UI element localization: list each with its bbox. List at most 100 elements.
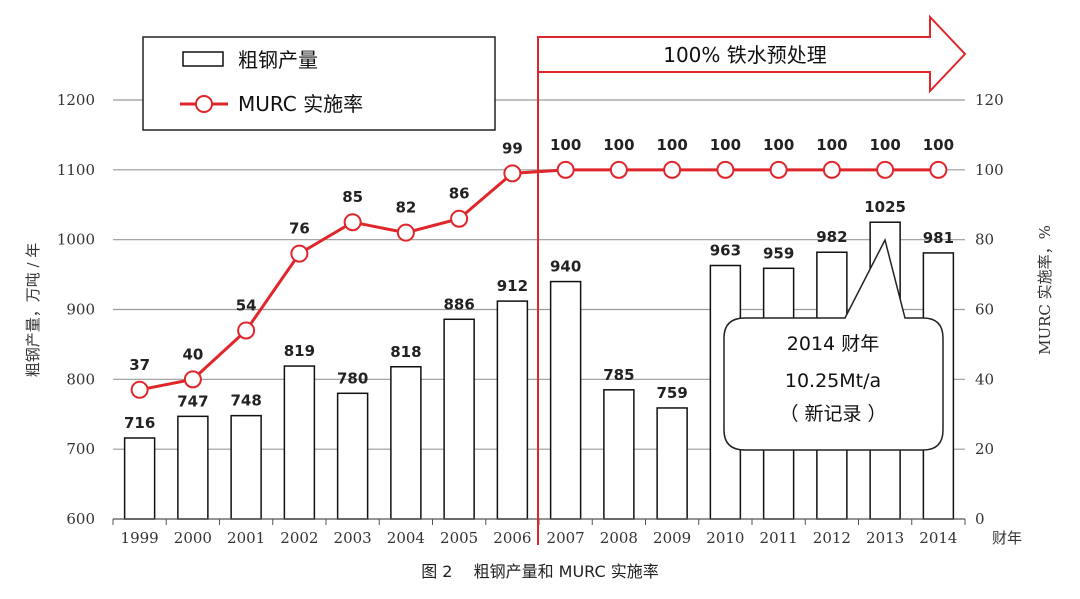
rate-value-label: 76 (289, 220, 310, 238)
bar-value-label: 780 (337, 369, 368, 387)
rate-point (716, 160, 735, 179)
legend: 粗钢产量 MURC 实施率 (142, 36, 496, 131)
bar-value-label: 819 (284, 342, 315, 360)
rate-value-label: 100 (816, 136, 847, 154)
bar-value-label: 940 (550, 258, 581, 276)
bar (390, 366, 422, 520)
rate-point (769, 160, 788, 179)
y-right-tick-label: 100 (975, 161, 1004, 179)
bar-value-label: 759 (656, 384, 687, 402)
arrow-shape (537, 14, 967, 94)
rate-point (237, 321, 256, 340)
x-tick-label: 2002 (280, 529, 318, 547)
pretreatment-arrow: 100% 铁水预处理 (537, 14, 967, 94)
y-left-tick-label: 600 (66, 510, 95, 528)
rate-point (396, 223, 415, 242)
rate-point (450, 209, 469, 228)
x-tick-label: 1999 (121, 529, 159, 547)
figure-caption: 图 2 粗钢产量和 MURC 实施率 (421, 562, 659, 581)
rate-value-label: 86 (449, 185, 470, 203)
bar (656, 407, 688, 520)
rate-value-label: 40 (182, 345, 203, 363)
rate-point (609, 160, 628, 179)
bar-value-label: 963 (710, 242, 741, 260)
legend-line-marker (195, 95, 213, 113)
rate-point (503, 164, 522, 183)
rate-point (183, 370, 202, 389)
rate-point (929, 160, 948, 179)
bar-value-label: 981 (923, 229, 954, 247)
rate-point (290, 244, 309, 263)
bar (177, 415, 209, 520)
x-tick-label: 2000 (174, 529, 212, 547)
bar-value-label: 747 (177, 392, 208, 410)
bar-value-label: 912 (497, 277, 528, 295)
y-left-tick-label: 1000 (57, 231, 95, 249)
x-tick-label: 2014 (919, 529, 957, 547)
y-left-label: 粗钢产量，万吨 / 年 (24, 243, 42, 378)
legend-bar-label: 粗钢产量 (238, 48, 318, 72)
rate-value-label: 82 (395, 199, 416, 217)
bar-value-label: 959 (763, 244, 794, 262)
x-tick-label: 2003 (334, 529, 372, 547)
rate-value-label: 100 (869, 136, 900, 154)
rate-value-label: 37 (129, 356, 150, 374)
bar-value-label: 818 (390, 343, 421, 361)
rate-value-label: 54 (236, 296, 257, 314)
x-tick-label: 2012 (813, 529, 851, 547)
rate-point (876, 160, 895, 179)
rate-point (556, 160, 575, 179)
y-left-tick-label: 1100 (57, 161, 95, 179)
rate-value-label: 100 (710, 136, 741, 154)
rate-value-label: 100 (603, 136, 634, 154)
bar (443, 318, 475, 520)
y-left-tick-label: 900 (66, 301, 95, 319)
rate-point (130, 380, 149, 399)
x-tick-label: 2001 (227, 529, 265, 547)
bar-value-label: 982 (816, 228, 847, 246)
legend-bar-swatch (182, 51, 224, 67)
bar (603, 389, 635, 520)
rate-value-label: 99 (502, 139, 523, 157)
bar-value-label: 716 (124, 414, 155, 432)
rate-value-label: 100 (763, 136, 794, 154)
callout-line-1: 2014 财年 (787, 333, 879, 355)
bar (123, 437, 156, 520)
y-left-tick-label: 1200 (57, 91, 95, 109)
y-right-tick-label: 120 (975, 91, 1004, 109)
legend-line-label: MURC 实施率 (238, 92, 363, 116)
x-label: 财年 (992, 529, 1022, 547)
bar (336, 392, 369, 520)
y-right-tick-label: 0 (975, 510, 985, 528)
x-tick-label: 2004 (387, 529, 425, 547)
bar-value-label: 748 (230, 392, 261, 410)
y-left-tick-label: 700 (66, 440, 95, 458)
rate-point (343, 213, 362, 232)
y-right-label: MURC 实施率，% (1036, 225, 1054, 355)
record-callout: 2014 财年 10.25Mt/a （ 新记录 ） (723, 237, 944, 451)
y-right-tick-label: 40 (975, 370, 994, 388)
bar-value-label: 1025 (864, 198, 906, 216)
rate-point (663, 160, 682, 179)
x-tick-label: 2005 (440, 529, 478, 547)
rate-point (822, 160, 841, 179)
rate-value-label: 100 (656, 136, 687, 154)
bar (496, 300, 529, 520)
rate-value-label: 100 (923, 136, 954, 154)
y-right-tick-label: 20 (975, 440, 994, 458)
callout-line-2: 10.25Mt/a (785, 370, 881, 392)
y-right-tick-label: 80 (975, 231, 994, 249)
y-left-tick-label: 800 (66, 370, 95, 388)
bar (549, 280, 582, 520)
x-tick-label: 2010 (706, 529, 744, 547)
x-tick-label: 2008 (600, 529, 638, 547)
x-tick-label: 2007 (547, 529, 585, 547)
axes: 600 700 800 900 1000 1100 1200 0 20 40 60 80 100 120 1… (57, 91, 1004, 547)
x-tick-label: 2013 (866, 529, 904, 547)
rate-value-label: 100 (550, 136, 581, 154)
x-tick-label: 2011 (760, 529, 798, 547)
y-right-tick-label: 60 (975, 301, 994, 319)
bar (283, 365, 316, 520)
bar-value-label: 785 (603, 366, 634, 384)
